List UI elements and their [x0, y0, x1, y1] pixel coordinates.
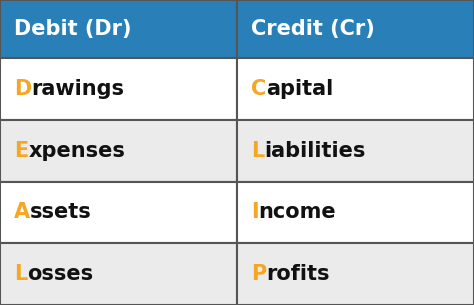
- Bar: [237, 0, 474, 58]
- Text: ncome: ncome: [259, 203, 336, 222]
- Text: P: P: [251, 264, 266, 284]
- Text: E: E: [14, 141, 28, 161]
- Text: Debit (Dr): Debit (Dr): [14, 19, 131, 39]
- Text: C: C: [251, 79, 266, 99]
- Bar: [237, 58, 474, 120]
- Bar: [0, 120, 237, 181]
- Bar: [0, 0, 237, 58]
- Text: xpenses: xpenses: [28, 141, 125, 161]
- Text: apital: apital: [266, 79, 334, 99]
- Text: D: D: [14, 79, 31, 99]
- Text: rawings: rawings: [31, 79, 124, 99]
- Text: rofits: rofits: [266, 264, 330, 284]
- Text: Credit (Cr): Credit (Cr): [251, 19, 375, 39]
- Text: L: L: [251, 141, 264, 161]
- Bar: [0, 58, 237, 120]
- Bar: [0, 243, 237, 305]
- Bar: [237, 243, 474, 305]
- Text: iabilities: iabilities: [264, 141, 365, 161]
- Text: L: L: [14, 264, 27, 284]
- Text: I: I: [251, 203, 259, 222]
- Text: ssets: ssets: [30, 203, 92, 222]
- Text: osses: osses: [27, 264, 93, 284]
- Bar: [0, 181, 237, 243]
- Bar: [237, 181, 474, 243]
- Bar: [237, 120, 474, 181]
- Text: A: A: [14, 203, 30, 222]
